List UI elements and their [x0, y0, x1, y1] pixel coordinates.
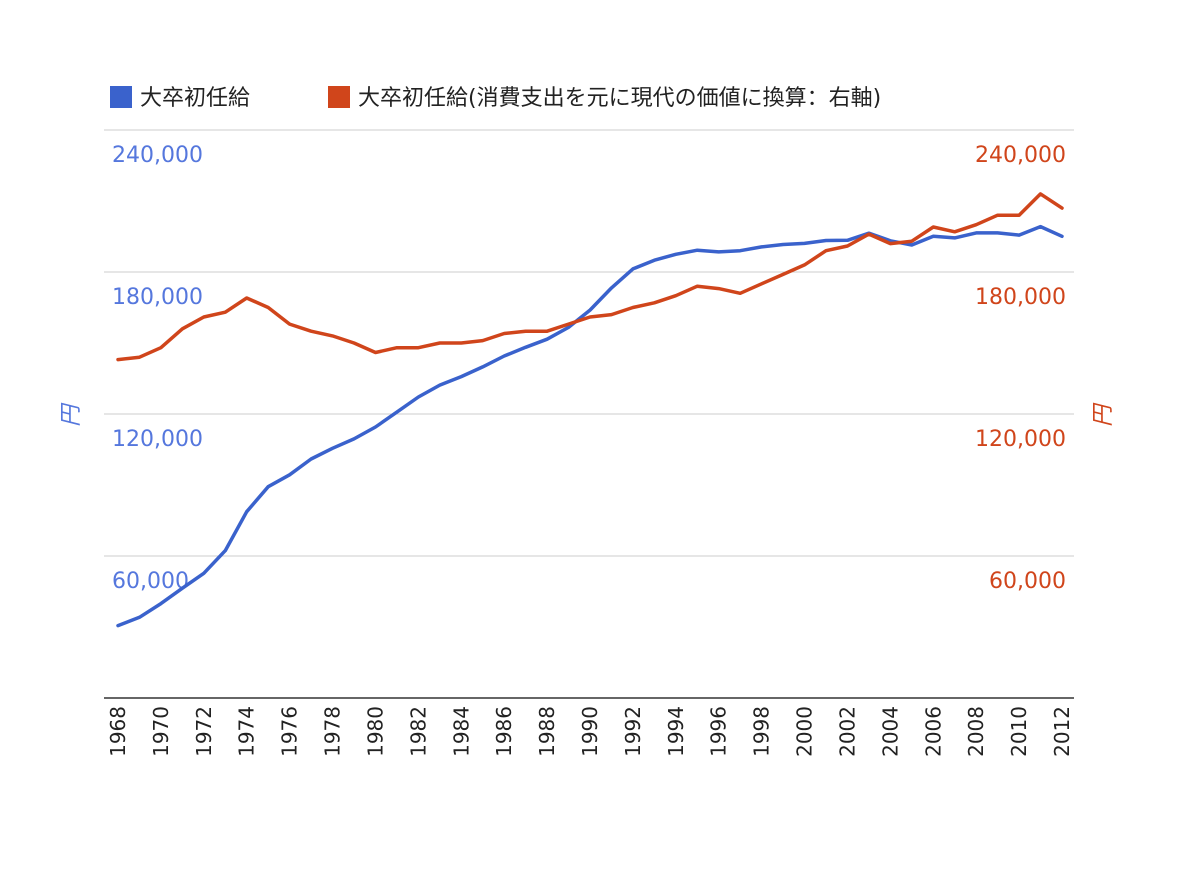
x-tick-label: 1972 — [192, 706, 216, 757]
series-layer — [116, 192, 1064, 628]
right-tick-label: 180,000 — [975, 285, 1066, 310]
x-tick-label: 1982 — [406, 706, 430, 757]
x-tick-label: 2010 — [1007, 706, 1031, 757]
x-tick-label: 2008 — [964, 706, 988, 757]
x-tick-label: 1986 — [492, 706, 516, 757]
left-tick-label: 240,000 — [112, 143, 203, 168]
series-line-blue — [116, 224, 1064, 628]
x-tick-label: 1980 — [364, 706, 388, 757]
left-tick-label: 120,000 — [112, 427, 203, 452]
right-tick-label: 240,000 — [975, 143, 1066, 168]
x-tick-label: 1996 — [707, 706, 731, 757]
x-tick-label: 1984 — [449, 706, 473, 757]
legend: 大卒初任給 大卒初任給(消費支出を元に現代の価値に換算：右軸) — [110, 86, 881, 111]
right-tick-label: 120,000 — [975, 427, 1066, 452]
left-axis-ticks: 240,000 180,000 120,000 60,000 — [112, 143, 203, 594]
x-tick-label: 1990 — [578, 706, 602, 757]
x-tick-label: 2012 — [1050, 706, 1074, 757]
x-tick-label: 1974 — [235, 706, 259, 757]
x-tick-label: 1968 — [106, 706, 130, 757]
x-axis-ticks: 1968 1970 1972 1974 1976 1978 1980 1982 1984 1986… — [106, 706, 1074, 757]
left-tick-label: 60,000 — [112, 569, 189, 594]
gridlines — [104, 129, 1074, 557]
x-tick-label: 1978 — [321, 706, 345, 757]
x-tick-label: 2002 — [836, 706, 860, 757]
legend-label-blue: 大卒初任給 — [140, 86, 250, 111]
right-axis-title: 円 — [1091, 402, 1116, 427]
x-tick-label: 2004 — [878, 706, 902, 757]
x-tick-label: 1994 — [664, 706, 688, 757]
right-axis-ticks: 240,000 180,000 120,000 60,000 — [975, 143, 1066, 594]
x-tick-label: 1970 — [149, 706, 173, 757]
left-tick-label: 180,000 — [112, 285, 203, 310]
right-tick-label: 60,000 — [989, 569, 1066, 594]
x-tick-label: 1976 — [278, 706, 302, 757]
left-axis-title: 円 — [59, 402, 84, 427]
legend-swatch-red — [328, 86, 350, 108]
x-tick-label: 2000 — [793, 706, 817, 757]
legend-swatch-blue — [110, 86, 132, 108]
x-tick-label: 1998 — [750, 706, 774, 757]
legend-label-red: 大卒初任給(消費支出を元に現代の価値に換算：右軸) — [358, 86, 881, 111]
x-tick-label: 1988 — [535, 706, 559, 757]
x-tick-label: 2006 — [921, 706, 945, 757]
x-tick-label: 1992 — [621, 706, 645, 757]
series-line-red — [116, 192, 1064, 362]
